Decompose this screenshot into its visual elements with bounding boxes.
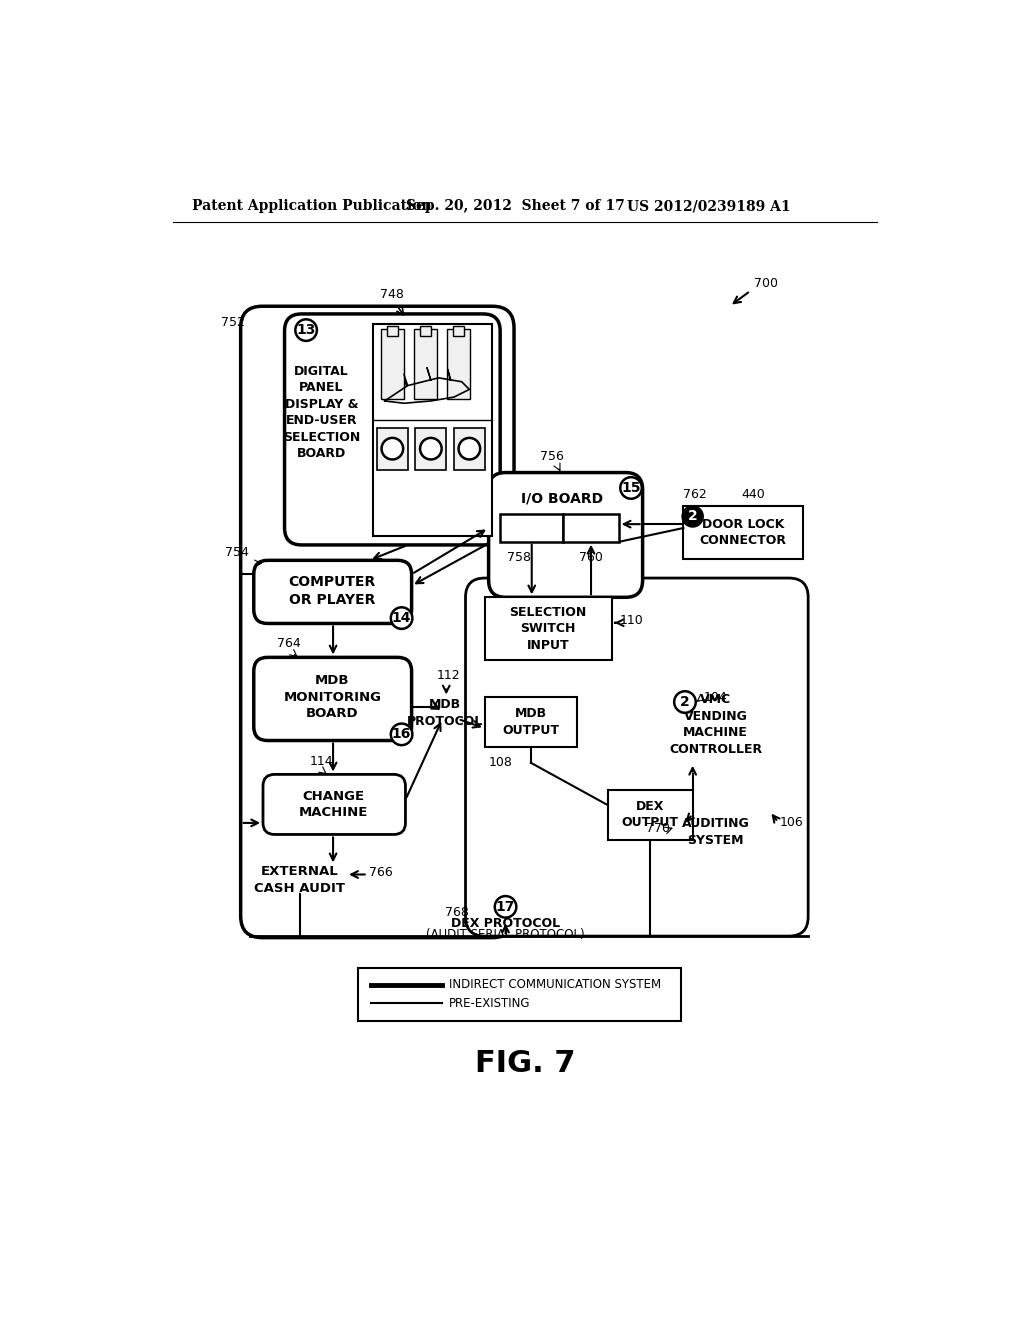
Text: 104: 104 xyxy=(703,690,727,704)
Text: MDB
MONITORING
BOARD: MDB MONITORING BOARD xyxy=(284,675,381,721)
FancyBboxPatch shape xyxy=(254,657,412,741)
FancyBboxPatch shape xyxy=(285,314,500,545)
Text: 112: 112 xyxy=(437,669,461,682)
Text: 768: 768 xyxy=(445,907,469,920)
Text: 758: 758 xyxy=(508,552,531,564)
Text: INPUT: INPUT xyxy=(570,521,611,535)
Circle shape xyxy=(391,607,413,628)
Text: 110: 110 xyxy=(620,614,643,627)
Text: OUTPUT: OUTPUT xyxy=(505,521,559,535)
Text: US 2012/0239189 A1: US 2012/0239189 A1 xyxy=(628,199,791,213)
Text: PRE-EXISTING: PRE-EXISTING xyxy=(450,997,530,1010)
Circle shape xyxy=(295,319,316,341)
Bar xyxy=(416,428,446,470)
Circle shape xyxy=(621,478,642,499)
Text: DIGITAL
PANEL
DISPLAY &
END-USER
SELECTION
BOARD: DIGITAL PANEL DISPLAY & END-USER SELECTI… xyxy=(283,364,360,461)
Text: 754: 754 xyxy=(225,545,249,558)
Text: 13: 13 xyxy=(296,323,315,337)
Bar xyxy=(381,330,403,399)
Text: 756: 756 xyxy=(540,450,563,463)
Text: 752: 752 xyxy=(220,317,245,329)
Bar xyxy=(563,515,618,543)
Bar xyxy=(377,428,408,470)
Bar xyxy=(420,326,431,335)
Bar xyxy=(387,326,397,335)
Text: VMC
VENDING
MACHINE
CONTROLLER: VMC VENDING MACHINE CONTROLLER xyxy=(670,693,762,755)
Text: 762: 762 xyxy=(683,488,708,502)
Bar xyxy=(373,323,493,536)
Text: 700: 700 xyxy=(755,277,778,290)
Circle shape xyxy=(420,438,441,459)
FancyBboxPatch shape xyxy=(466,578,808,936)
Bar xyxy=(357,969,681,1020)
Text: 106: 106 xyxy=(779,816,804,829)
Text: 760: 760 xyxy=(580,552,603,564)
Text: Sep. 20, 2012  Sheet 7 of 17: Sep. 20, 2012 Sheet 7 of 17 xyxy=(407,199,625,213)
Text: Patent Application Publication: Patent Application Publication xyxy=(193,199,432,213)
Text: INDIRECT COMMUNICATION SYSTEM: INDIRECT COMMUNICATION SYSTEM xyxy=(450,978,662,991)
FancyBboxPatch shape xyxy=(241,306,514,937)
Text: 2: 2 xyxy=(680,696,690,709)
Text: COMPUTER
OR PLAYER: COMPUTER OR PLAYER xyxy=(289,576,376,607)
Bar xyxy=(608,789,692,840)
Text: 2: 2 xyxy=(688,510,697,524)
Text: 764: 764 xyxy=(276,636,300,649)
Text: 766: 766 xyxy=(370,866,393,879)
Text: 114: 114 xyxy=(309,755,334,768)
Text: FIG. 7: FIG. 7 xyxy=(474,1048,575,1077)
Circle shape xyxy=(495,896,516,917)
Text: I/O BOARD: I/O BOARD xyxy=(520,492,603,506)
Text: (AUDIT SERIAL PROTOCOL): (AUDIT SERIAL PROTOCOL) xyxy=(426,928,585,941)
Bar xyxy=(484,597,611,660)
Text: CHANGE
MACHINE: CHANGE MACHINE xyxy=(299,789,369,820)
Text: 15: 15 xyxy=(622,480,641,495)
Bar xyxy=(500,515,563,543)
Bar xyxy=(447,330,470,399)
Bar xyxy=(454,428,484,470)
Text: MDB
OUTPUT: MDB OUTPUT xyxy=(503,708,559,737)
Text: 440: 440 xyxy=(741,488,765,502)
Text: 108: 108 xyxy=(488,756,512,770)
Bar xyxy=(454,326,464,335)
Text: 748: 748 xyxy=(381,288,404,301)
Circle shape xyxy=(391,723,413,744)
Circle shape xyxy=(674,692,695,713)
Text: AUDITING
SYSTEM: AUDITING SYSTEM xyxy=(682,817,750,847)
Text: 14: 14 xyxy=(392,611,412,626)
Text: DEX
OUTPUT: DEX OUTPUT xyxy=(622,800,679,829)
Circle shape xyxy=(382,438,403,459)
Text: DEX PROTOCOL: DEX PROTOCOL xyxy=(451,917,560,931)
Text: 16: 16 xyxy=(392,727,412,742)
Circle shape xyxy=(683,507,702,527)
FancyBboxPatch shape xyxy=(488,473,643,597)
Bar xyxy=(414,330,437,399)
Text: SELECTION
SWITCH
INPUT: SELECTION SWITCH INPUT xyxy=(509,606,587,652)
Text: 17: 17 xyxy=(496,900,515,913)
Text: DOOR LOCK
CONNECTOR: DOOR LOCK CONNECTOR xyxy=(699,517,786,548)
Bar xyxy=(683,507,803,558)
Text: MDB
PROTOCOL: MDB PROTOCOL xyxy=(407,698,483,727)
Bar xyxy=(484,697,578,747)
FancyBboxPatch shape xyxy=(263,775,406,834)
Circle shape xyxy=(459,438,480,459)
Text: 770: 770 xyxy=(645,822,670,834)
FancyBboxPatch shape xyxy=(254,560,412,623)
Text: EXTERNAL
CASH AUDIT: EXTERNAL CASH AUDIT xyxy=(254,865,345,895)
